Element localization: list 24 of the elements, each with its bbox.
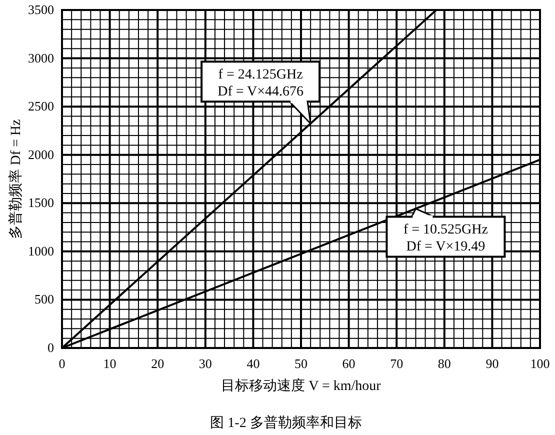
x-tick-label: 50 xyxy=(294,356,308,371)
y-tick-label: 3500 xyxy=(28,2,54,17)
x-tick-label: 10 xyxy=(103,356,116,371)
x-tick-label: 40 xyxy=(246,356,260,371)
x-tick-label: 30 xyxy=(198,356,212,371)
annotation: f = 10.525GHz Df = V×19.49 xyxy=(403,222,488,255)
y-tick-label: 1500 xyxy=(28,195,54,210)
y-tick-label: 3000 xyxy=(28,50,54,66)
annotation: f = 24.125GHz Df = V×44.676 xyxy=(218,68,304,100)
x-tick-label: 70 xyxy=(390,356,404,371)
x-tick-label: 20 xyxy=(151,356,164,371)
y-tick-label: 0 xyxy=(48,340,54,355)
x-tick-label: 0 xyxy=(58,356,66,371)
x-tick-label: 60 xyxy=(342,356,356,371)
caption: 图 1-2 多普勒频率和目标 xyxy=(210,414,362,431)
y-tick-label: 1000 xyxy=(28,243,54,258)
y-tick-label: 500 xyxy=(34,292,54,307)
y-tick-label: 2500 xyxy=(28,98,54,114)
x-tick-label: 80 xyxy=(438,356,451,371)
x-tick-label: 90 xyxy=(486,356,499,371)
y-tick-label: 2000 xyxy=(28,146,54,162)
y-axis-title: 多普勒频率 Df = Hz xyxy=(7,119,24,239)
x-axis-title: 目标移动速度 V = km/hour xyxy=(221,378,382,394)
x-tick-label: 100 xyxy=(530,356,550,371)
